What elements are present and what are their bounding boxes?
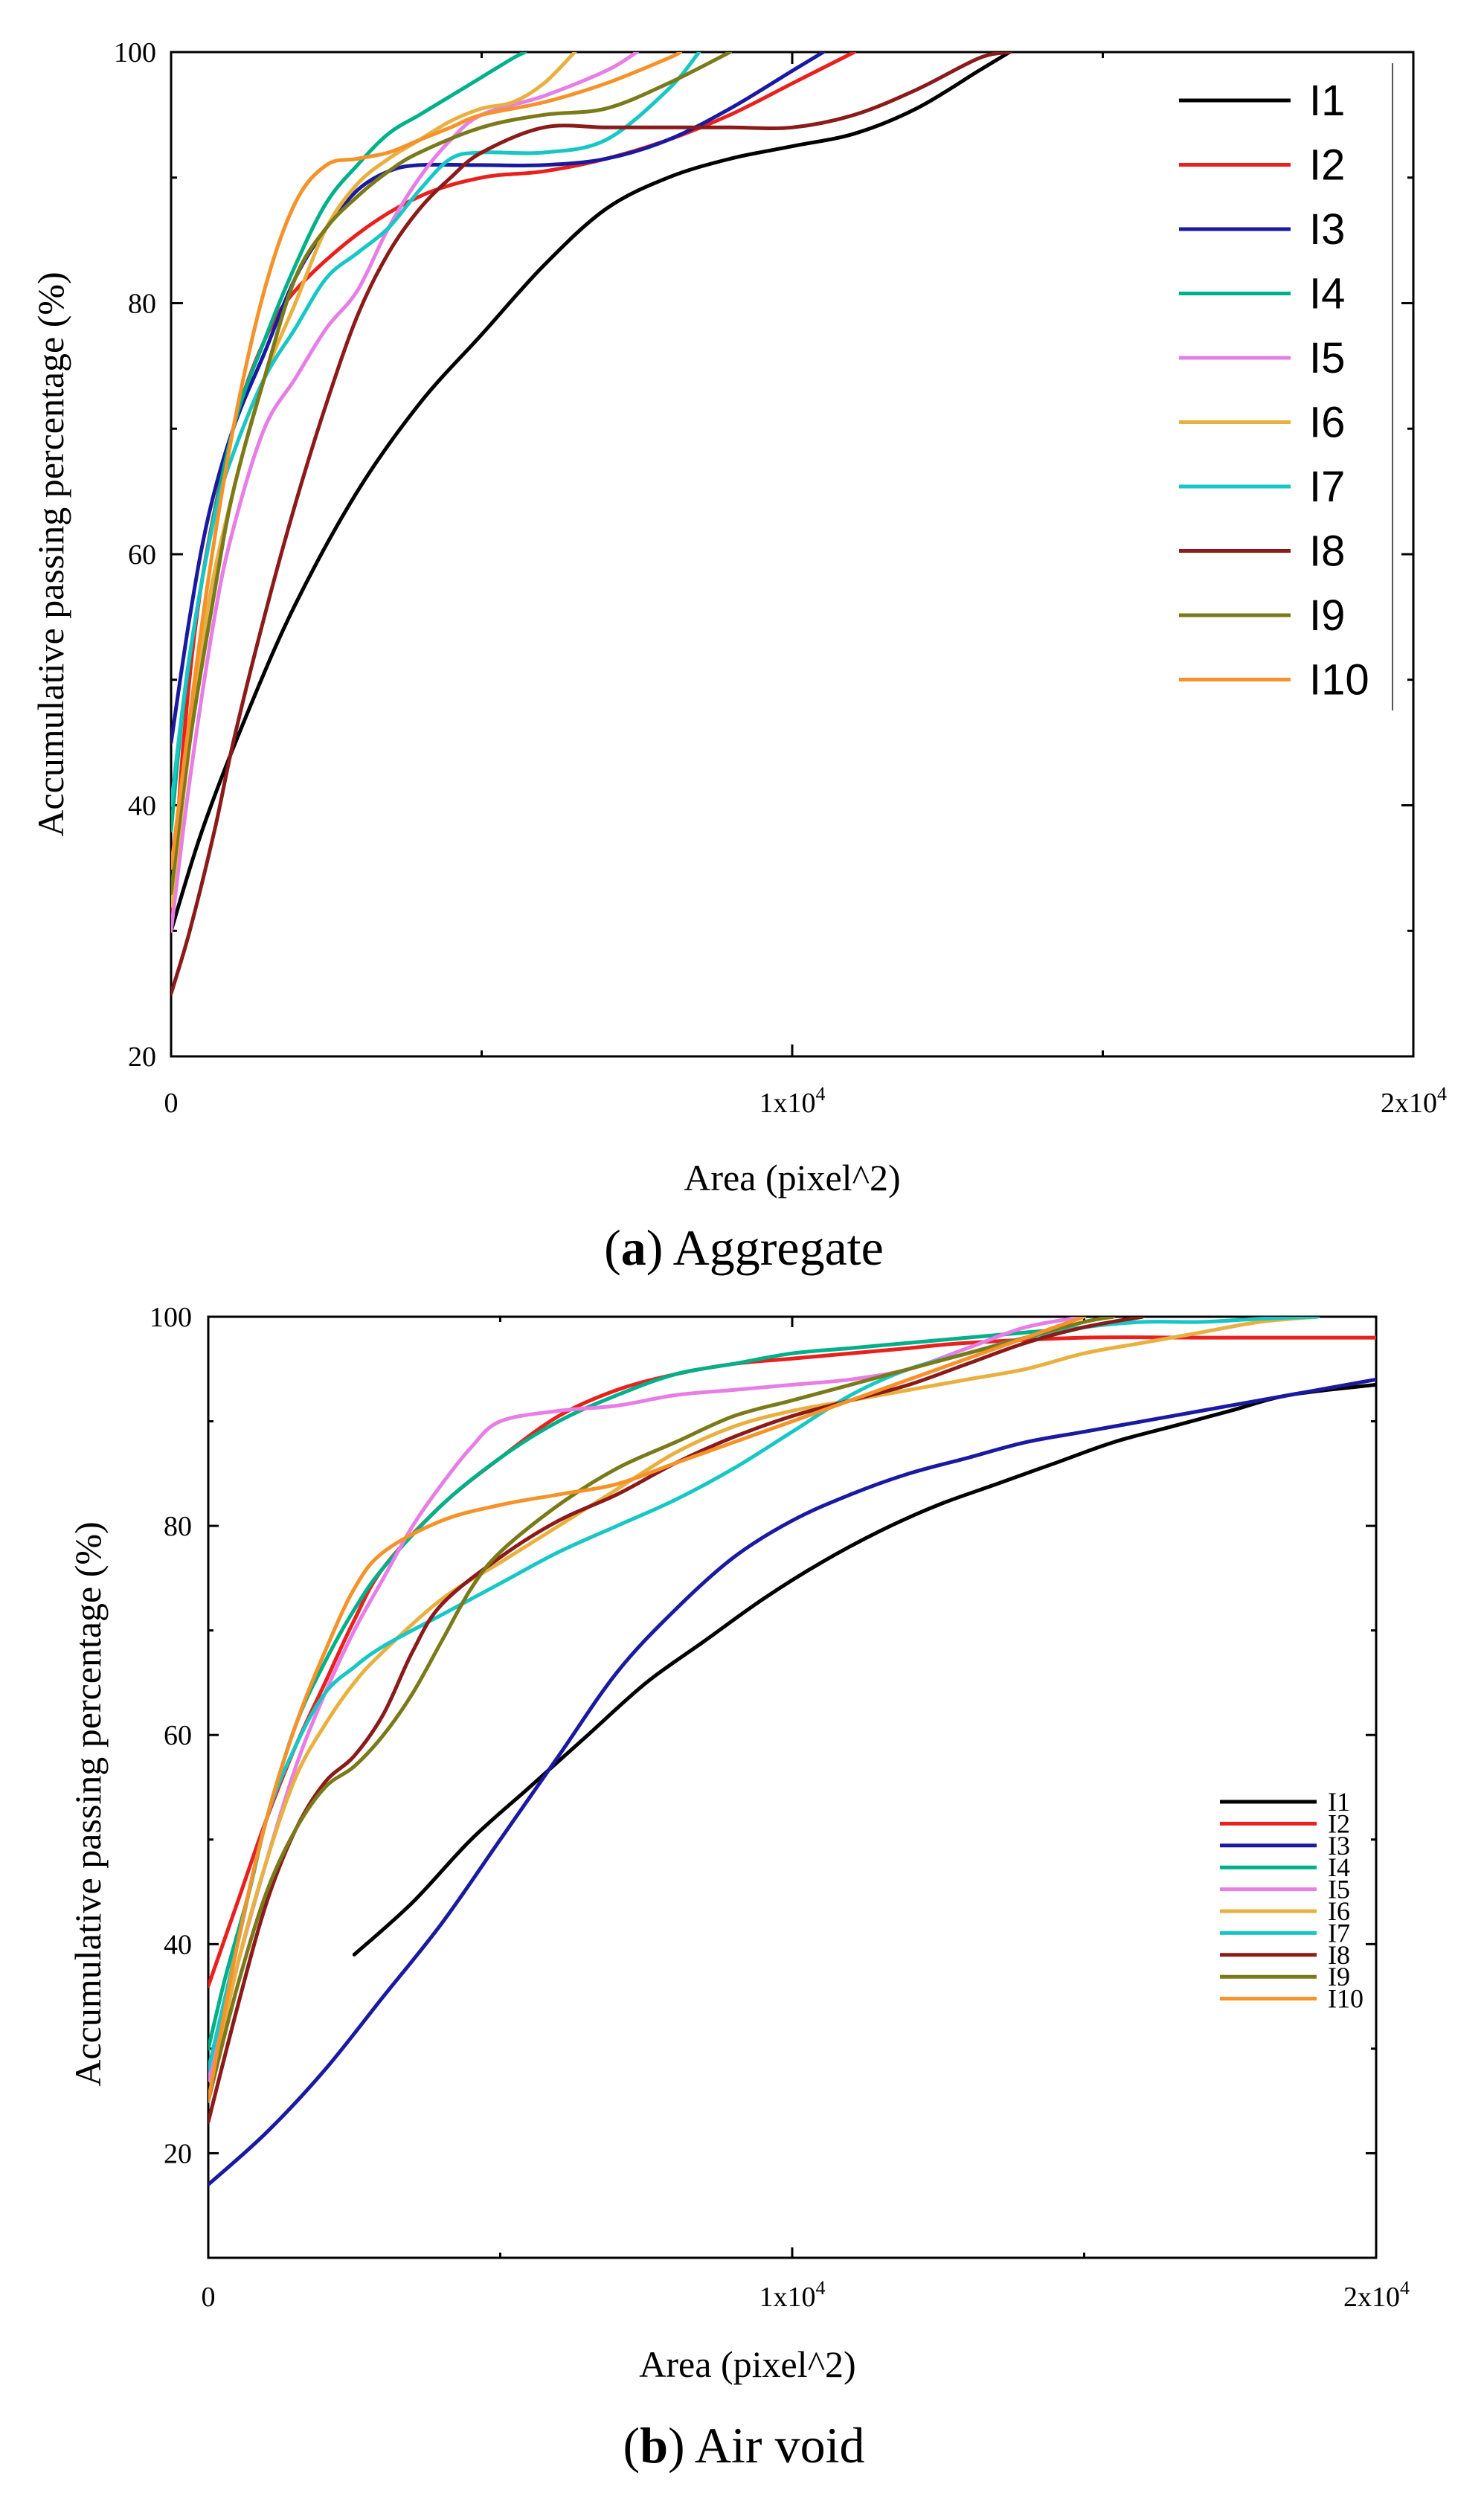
series-line-i7 <box>208 1317 1320 2072</box>
series-line-i3 <box>171 52 826 745</box>
caption-text: Aggregate <box>673 1219 884 1276</box>
y-tick-label: 60 <box>164 1720 192 1751</box>
axis-ticks <box>170 51 1415 1058</box>
legend-label-i2: I2 <box>1328 1808 1350 1838</box>
y-tick-label: 20 <box>128 1041 156 1073</box>
series-layer <box>171 52 1012 996</box>
y-tick-label: 100 <box>114 37 156 68</box>
series-line-i8 <box>208 1317 1145 2124</box>
y-tick-label: 20 <box>164 2138 192 2169</box>
series-line-i5 <box>171 52 639 933</box>
chart-air-void: 0 1x104 2x104 20 40 60 80 100 I1I2I3I4I5I6I7I8… <box>67 1302 1410 2474</box>
legend-label-i9: I9 <box>1309 591 1345 640</box>
series-line-i8 <box>171 52 1012 996</box>
chart-aggregate: 0 1x104 2x104 20 40 60 80 100 I1 I2 I3 I4 I5 I6 I7 I8… <box>30 37 1447 1276</box>
caption-air-void: (b) Air void <box>623 2417 865 2474</box>
y-axis-title: Accumulative passing percentage (%) <box>30 272 71 836</box>
caption-aggregate: (a) Aggregate <box>604 1219 884 1276</box>
legend-label-i2: I2 <box>1309 141 1345 190</box>
series-layer <box>208 1317 1376 2187</box>
x-tick-label: 0 <box>164 1088 179 1119</box>
legend-label-i8: I8 <box>1328 1940 1350 1970</box>
series-line-i3 <box>208 1377 1376 2187</box>
legend-label-i6: I6 <box>1328 1896 1350 1926</box>
series-line-i9 <box>208 1317 1116 2103</box>
legend-label-i3: I3 <box>1309 205 1345 254</box>
legend-label-i4: I4 <box>1309 270 1345 318</box>
axis-ticks <box>207 1315 1378 2258</box>
series-line-i4 <box>208 1317 1145 2051</box>
x-tick-exponent: 4 <box>1437 1083 1447 1105</box>
caption-letter: b <box>640 2417 668 2474</box>
x-tick-exponent: 4 <box>816 2277 826 2299</box>
series-line-i7 <box>171 52 701 807</box>
legend-label-i1: I1 <box>1328 1787 1350 1817</box>
y-tick-label: 60 <box>128 539 156 571</box>
series-line-i6 <box>208 1317 1320 2103</box>
series-line-i2 <box>171 52 856 933</box>
legend-label-i1: I1 <box>1309 77 1345 125</box>
y-axis-title: Accumulative passing percentage (%) <box>67 1521 109 2086</box>
y-tick-label: 80 <box>164 1511 192 1542</box>
legend-label-i6: I6 <box>1309 399 1345 447</box>
legend-label-i5: I5 <box>1328 1875 1350 1904</box>
legend-label-i7: I7 <box>1309 463 1345 511</box>
legend-label-i8: I8 <box>1309 527 1345 576</box>
legend-label-i10: I10 <box>1309 656 1369 704</box>
x-tick-label: 1x104 <box>759 2277 826 2313</box>
legend: I1 I2 I3 I4 I5 I6 I7 I8 I9 I10 <box>1179 63 1393 710</box>
y-tick-label: 40 <box>128 791 156 822</box>
series-line-i4 <box>171 52 527 832</box>
x-tick-label: 2x104 <box>1343 2277 1410 2313</box>
x-tick-exponent: 4 <box>816 1083 826 1105</box>
x-axis-title: Area (pixel^2) <box>639 2343 855 2385</box>
y-tick-label: 100 <box>150 1302 192 1333</box>
x-tick-label: 1x104 <box>759 1083 826 1119</box>
y-tick-labels: 20 40 60 80 100 <box>114 37 156 1073</box>
x-tick-label: 2x104 <box>1381 1083 1447 1119</box>
legend-label-i9: I9 <box>1328 1962 1350 1991</box>
series-line-i10 <box>171 52 683 870</box>
legend-label-i10: I10 <box>1328 1984 1363 2014</box>
series-line-i1 <box>171 52 1012 933</box>
x-tick-labels: 0 1x104 2x104 <box>202 2277 1410 2313</box>
series-line-i2 <box>208 1335 1376 1989</box>
series-line-i10 <box>208 1317 1086 2103</box>
series-line-i9 <box>171 52 732 896</box>
legend-label-i7: I7 <box>1328 1918 1350 1948</box>
legend-label-i4: I4 <box>1328 1852 1350 1882</box>
legend-label-i5: I5 <box>1309 334 1345 382</box>
plot-frame <box>207 1315 1378 2259</box>
y-tick-labels: 20 40 60 80 100 <box>150 1302 192 2169</box>
legend-label-i3: I3 <box>1328 1831 1350 1861</box>
y-tick-label: 40 <box>164 1929 192 1960</box>
caption-letter: a <box>621 1219 646 1276</box>
series-line-i6 <box>171 52 577 908</box>
x-axis-title: Area (pixel^2) <box>684 1157 900 1198</box>
series-line-i1 <box>352 1382 1376 1957</box>
x-tick-exponent: 4 <box>1400 2277 1410 2299</box>
caption-text: Air void <box>695 2417 865 2474</box>
y-tick-label: 80 <box>128 289 156 320</box>
plot-frame <box>170 51 1415 1058</box>
x-tick-labels: 0 1x104 2x104 <box>164 1083 1448 1119</box>
series-line-i5 <box>208 1317 1086 2082</box>
x-tick-label: 0 <box>202 2282 216 2313</box>
